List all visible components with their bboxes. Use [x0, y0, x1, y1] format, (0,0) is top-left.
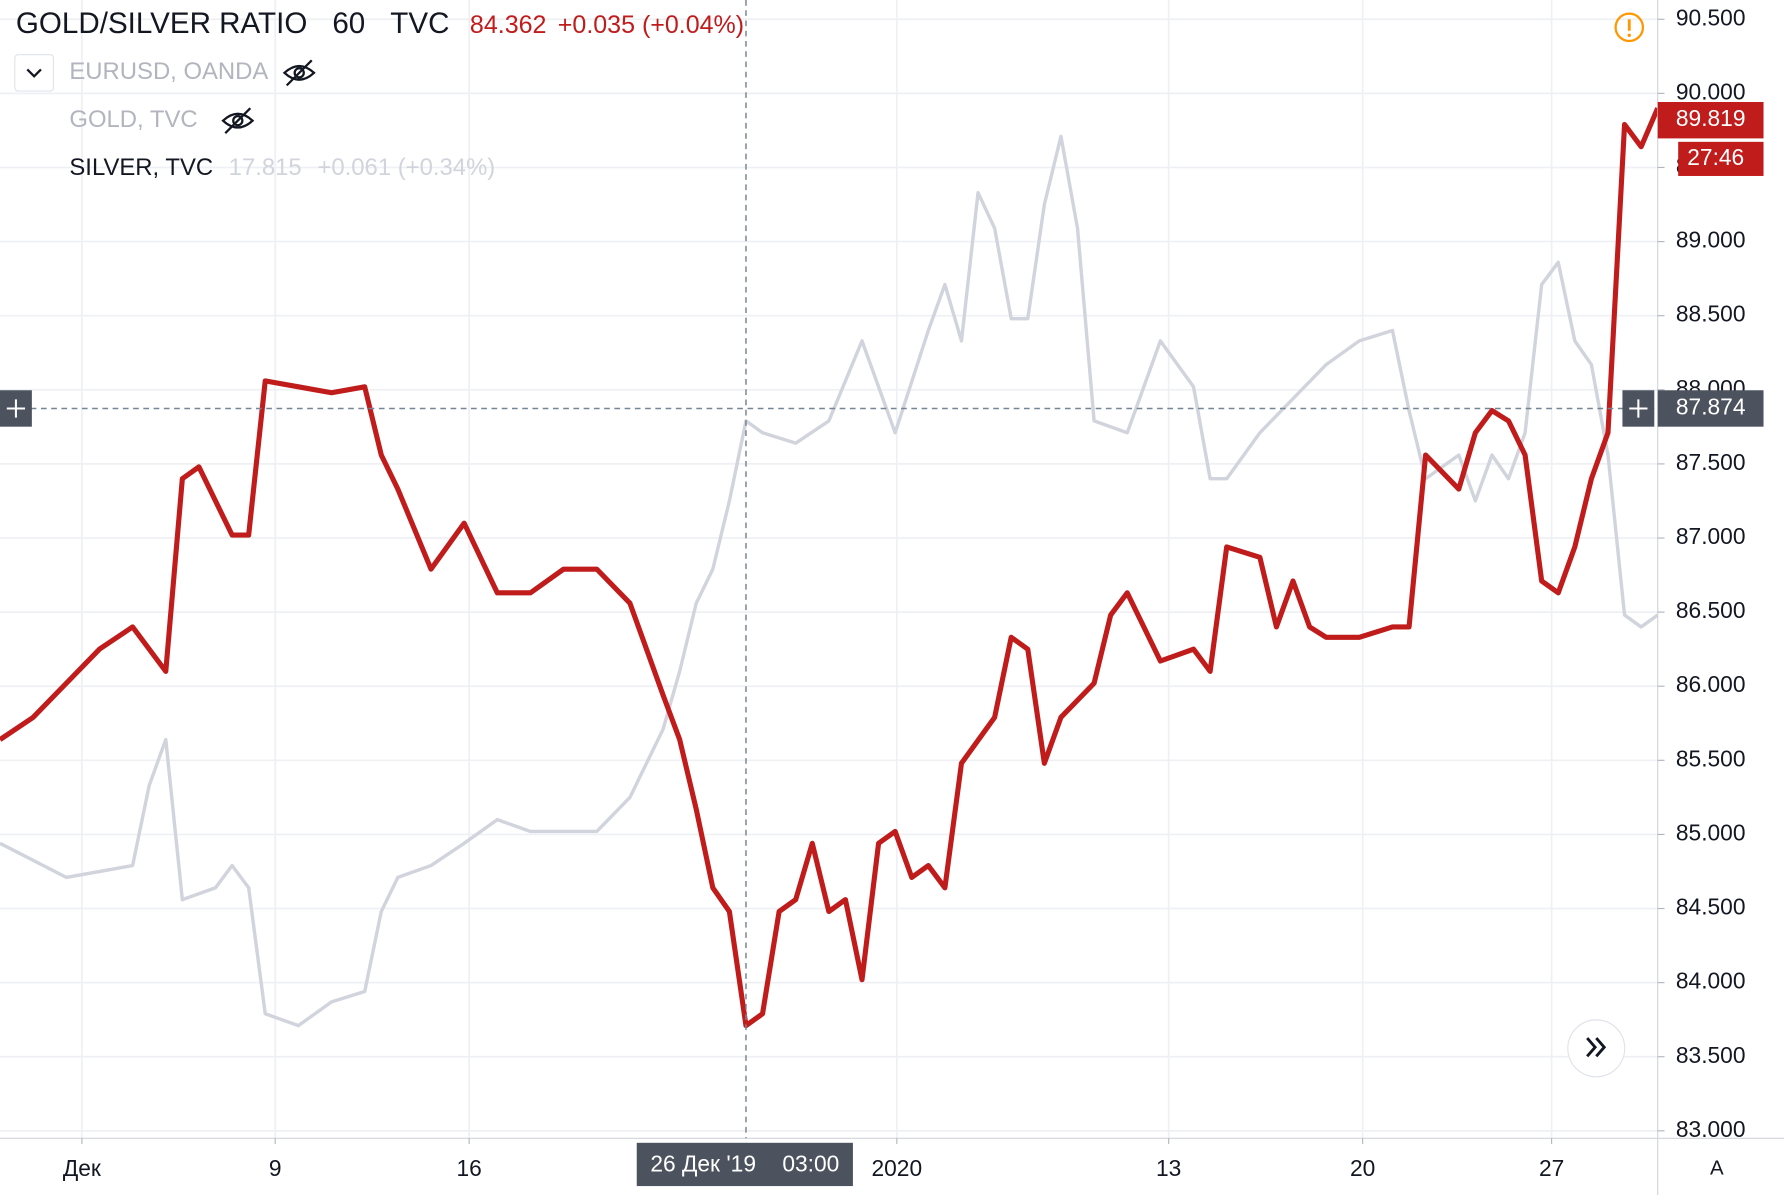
x-tick-label: Дек: [63, 1155, 102, 1181]
x-tick-label: 16: [456, 1155, 481, 1181]
crosshair-date: 26 Дек '19: [650, 1151, 756, 1177]
crosshair-price-label: 87.874: [1676, 393, 1746, 419]
y-tick-label: 87.000: [1676, 523, 1746, 549]
series-line: [0, 107, 1661, 1029]
legend-row: GOLD, TVC: [69, 106, 197, 133]
chevron-icon: [26, 68, 42, 78]
scroll-icon: [1586, 1037, 1607, 1058]
crosshair-time: 03:00: [782, 1151, 839, 1177]
header: GOLD/SILVER RATIO 60 TVC 84.362 +0.035 (…: [14, 7, 1645, 1078]
countdown-label: 27:46: [1687, 144, 1744, 170]
last-value: 84.362: [470, 11, 546, 39]
interval: 60: [332, 7, 365, 40]
y-tick-label: 90.000: [1676, 78, 1746, 104]
warning-icon[interactable]: [1614, 12, 1645, 43]
y-tick-label: 84.000: [1676, 968, 1746, 994]
y-tick-label: 86.500: [1676, 597, 1746, 623]
y-tick-label: 83.000: [1676, 1116, 1746, 1142]
grid: [0, 0, 1658, 1139]
plus-icon: [6, 399, 26, 418]
y-tick-label: 85.500: [1676, 745, 1746, 771]
x-tick-label: 2020: [872, 1155, 923, 1181]
legend-value: 17.815: [229, 154, 302, 181]
crosshair-time-box: [636, 1142, 853, 1187]
y-tick-label: 88.500: [1676, 301, 1746, 327]
collapse-button[interactable]: [14, 54, 55, 92]
change: +0.035 (+0.04%): [558, 11, 744, 39]
x-tick-label: 27: [1539, 1155, 1564, 1181]
y-tick-label: 87.500: [1676, 449, 1746, 475]
y-tick-label: 89.000: [1676, 227, 1746, 253]
scale-mode: A: [1710, 1156, 1724, 1179]
legend-row: SILVER, TVC: [69, 154, 213, 181]
hidden-icon[interactable]: [221, 107, 255, 134]
last-price-label: 89.819: [1676, 105, 1746, 131]
crosshair-price-box: [1657, 390, 1764, 427]
series-line: [0, 134, 1659, 1028]
y-tick-label: 90.500: [1676, 4, 1746, 30]
x-tick-label: 9: [269, 1155, 282, 1181]
y-tick-label: 85.000: [1676, 819, 1746, 845]
last-price-box: [1657, 101, 1764, 139]
scroll-button[interactable]: [1567, 1019, 1626, 1078]
x-tick-label: 13: [1156, 1155, 1181, 1181]
legend-row: EURUSD, OANDA: [69, 58, 268, 85]
plot: [0, 107, 1661, 1029]
symbol: GOLD/SILVER RATIO: [16, 7, 307, 40]
overlay: 87.874 26 Дек '19 03:00 89.819 27:46 A: [0, 0, 1764, 1187]
exchange: TVC: [390, 7, 449, 40]
warning-icon: [1627, 33, 1631, 37]
x-tick-label: 20: [1350, 1155, 1375, 1181]
countdown-box: [1678, 141, 1764, 176]
plus-icon: [1629, 399, 1648, 418]
y-tick-label: 86.000: [1676, 671, 1746, 697]
legend-change: +0.061 (+0.34%): [317, 154, 495, 181]
hidden-icon[interactable]: [282, 59, 316, 87]
y-tick-label: 84.500: [1676, 894, 1746, 920]
y-tick-label: 83.500: [1676, 1042, 1746, 1068]
